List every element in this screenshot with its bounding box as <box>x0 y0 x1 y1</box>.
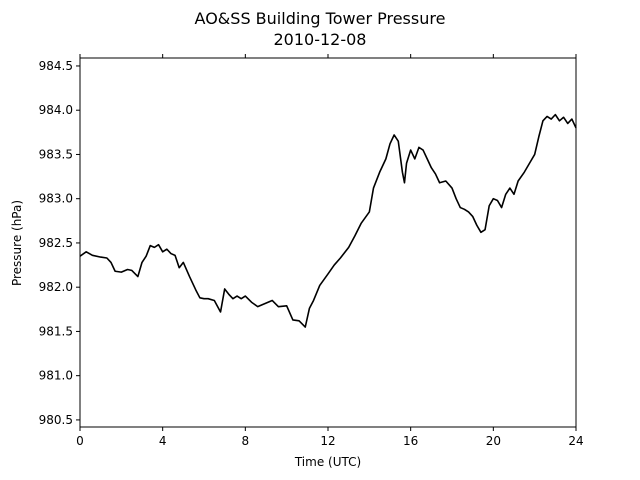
y-tick-label: 981.0 <box>39 369 73 383</box>
x-tick-label: 20 <box>486 434 501 448</box>
plot-frame <box>79 57 577 428</box>
pressure-series-line <box>79 113 577 328</box>
y-axis-label: Pressure (hPa) <box>10 200 24 286</box>
x-tick-label: 4 <box>159 434 167 448</box>
chart-title: AO&SS Building Tower Pressure <box>195 9 446 28</box>
x-tick-label: 12 <box>320 434 335 448</box>
y-tick-label: 980.5 <box>39 413 73 427</box>
x-tick-label: 16 <box>403 434 418 448</box>
y-tick-label: 984.5 <box>39 59 73 73</box>
plot-area <box>79 57 577 428</box>
x-tick-label: 0 <box>76 434 84 448</box>
x-tick-label: 8 <box>242 434 250 448</box>
x-axis-label: Time (UTC) <box>294 455 361 469</box>
y-tick-label: 981.5 <box>39 324 73 338</box>
chart-subtitle: 2010-12-08 <box>274 30 367 49</box>
y-tick-label: 983.0 <box>39 192 73 206</box>
axis-ticks: 0 4 8 12 16 20 24 980.5 981.0 981.5 982.0 982.5 983.… <box>39 54 584 448</box>
y-tick-label: 982.5 <box>39 236 73 250</box>
x-tick-label: 24 <box>568 434 583 448</box>
y-tick-label: 983.5 <box>39 147 73 161</box>
y-tick-label: 982.0 <box>39 280 73 294</box>
y-tick-label: 984.0 <box>39 103 73 117</box>
